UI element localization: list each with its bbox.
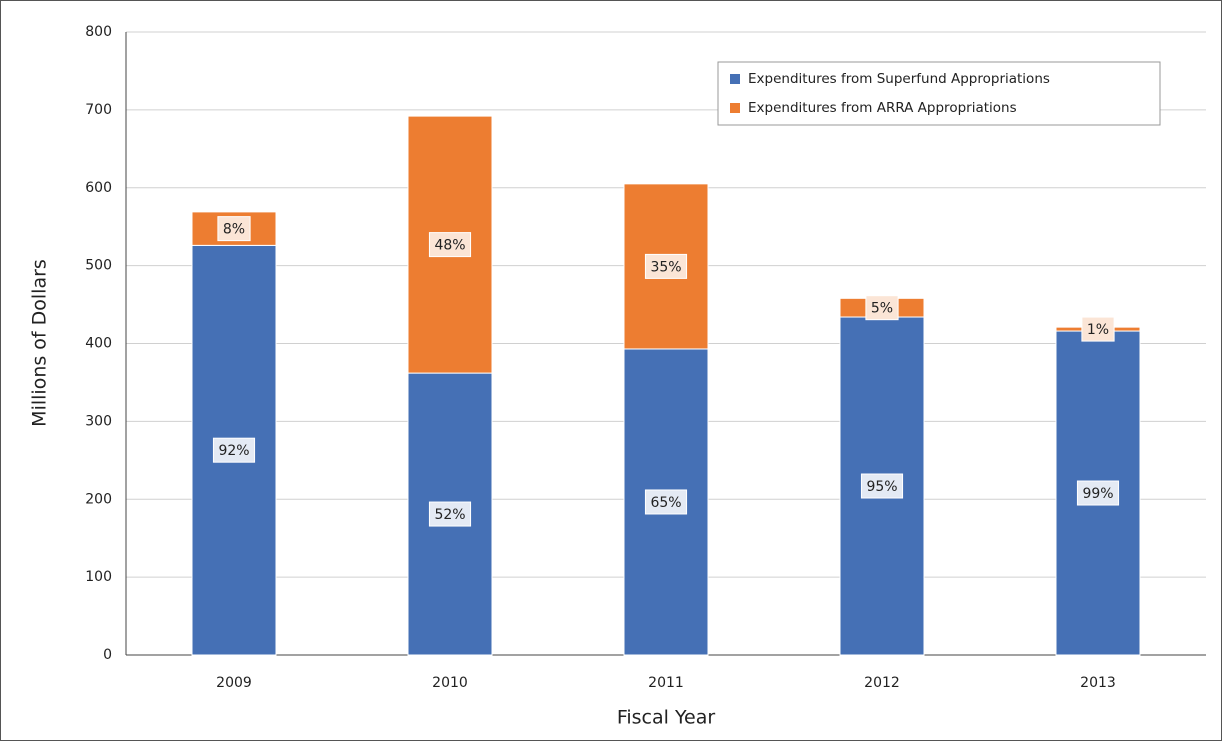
y-axis-title: Millions of Dollars <box>29 259 51 427</box>
data-label-box <box>217 216 251 242</box>
data-label: 95% <box>866 479 897 495</box>
x-tick-label: 2011 <box>648 675 684 691</box>
y-tick-label: 700 <box>85 102 112 118</box>
y-tick-label: 400 <box>85 336 112 352</box>
data-label: 92% <box>218 443 249 459</box>
x-tick-label: 2012 <box>864 675 900 691</box>
data-label: 1% <box>1087 322 1109 338</box>
data-label-box <box>1076 480 1120 506</box>
data-label: 48% <box>434 238 465 254</box>
y-tick-label: 300 <box>85 413 112 429</box>
legend-swatch <box>730 74 740 84</box>
data-label-box <box>644 489 688 515</box>
data-label-box <box>865 295 899 321</box>
data-label-box <box>860 473 904 499</box>
data-label: 52% <box>434 507 465 523</box>
data-label: 99% <box>1082 486 1113 502</box>
data-label-box <box>1081 316 1115 342</box>
data-label-box <box>644 253 688 279</box>
data-label: 5% <box>871 301 893 317</box>
legend-box <box>717 61 1161 126</box>
y-tick-label: 0 <box>103 647 112 663</box>
data-label-box <box>212 437 256 463</box>
legend-label: Expenditures from Superfund Appropriatio… <box>748 71 1050 87</box>
data-label: 65% <box>650 495 681 511</box>
data-label: 8% <box>223 222 245 238</box>
y-tick-label: 100 <box>85 569 112 585</box>
y-tick-label: 800 <box>85 24 112 40</box>
legend-swatch <box>730 103 740 113</box>
x-tick-label: 2013 <box>1080 675 1116 691</box>
data-label-box <box>428 501 472 527</box>
y-tick-label: 500 <box>85 258 112 274</box>
data-label-box <box>428 232 472 258</box>
legend-label: Expenditures from ARRA Appropriations <box>748 100 1017 116</box>
x-axis-title: Fiscal Year <box>617 707 716 729</box>
y-tick-label: 600 <box>85 180 112 196</box>
data-label: 35% <box>650 259 681 275</box>
x-tick-label: 2010 <box>432 675 468 691</box>
y-tick-label: 200 <box>85 491 112 507</box>
x-tick-label: 2009 <box>216 675 252 691</box>
